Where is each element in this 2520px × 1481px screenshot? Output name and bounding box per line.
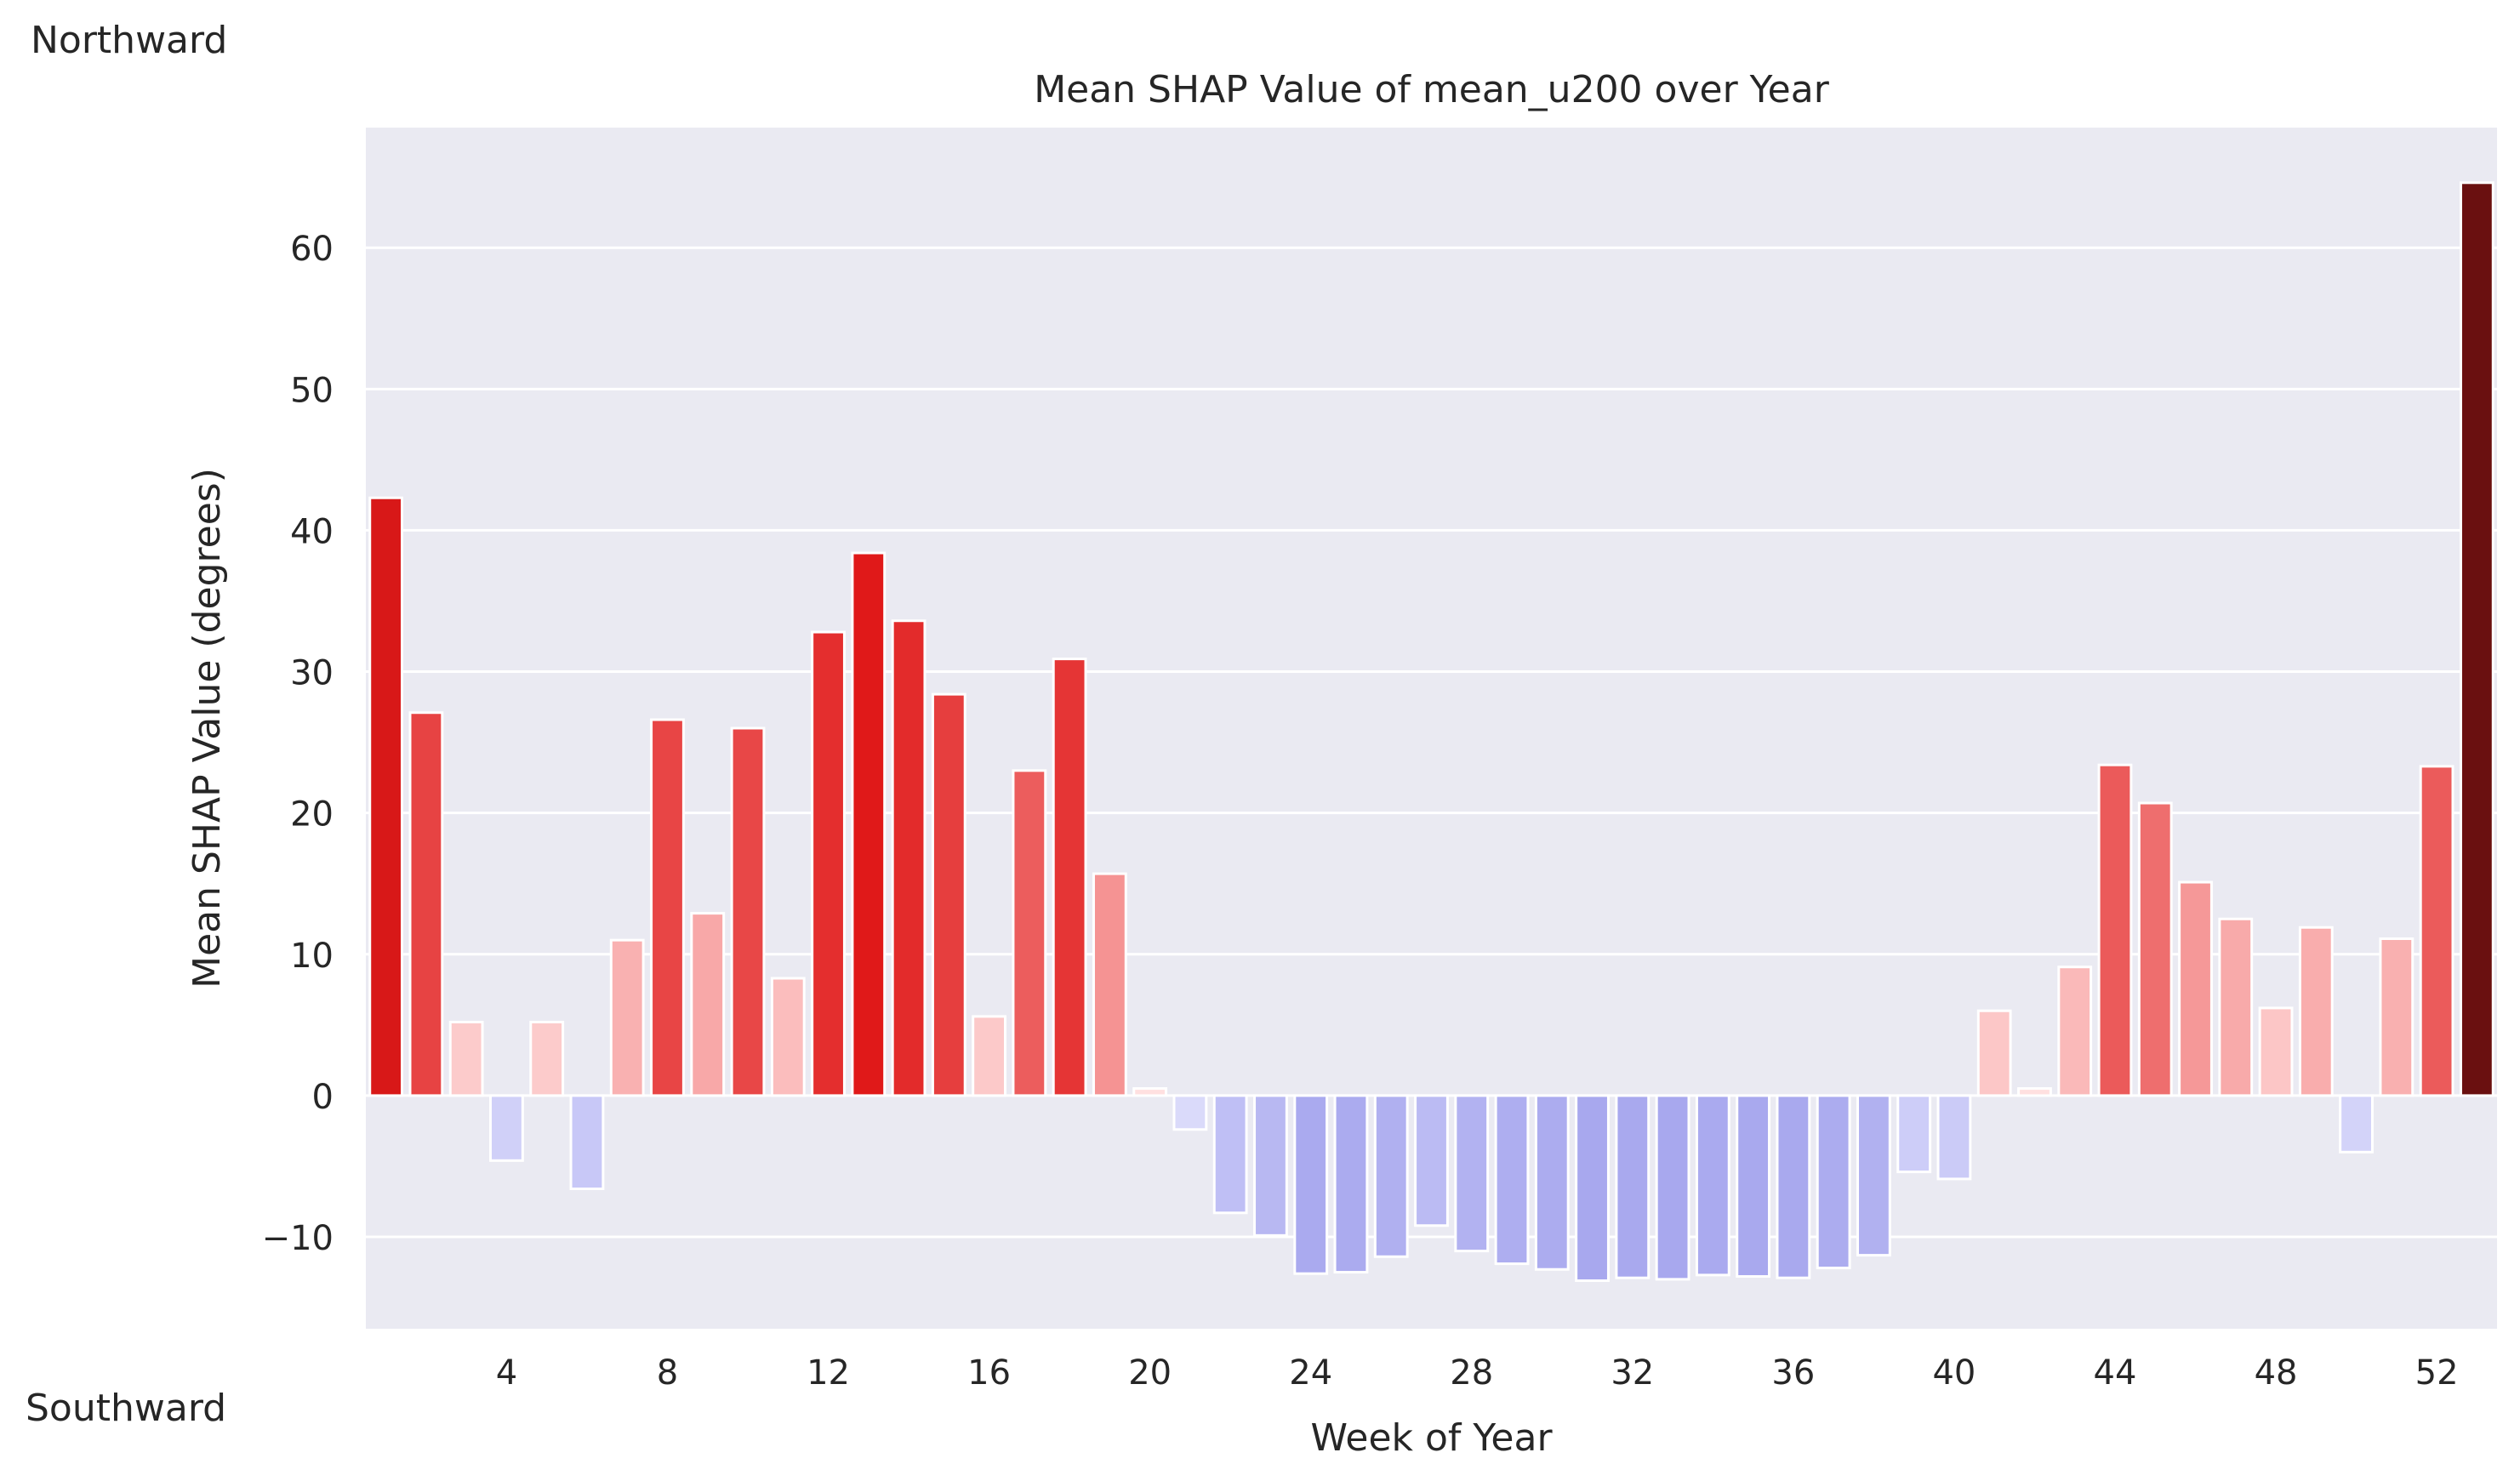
y-tick-labels: −10 0 10 20 30 40 50 60 — [262, 230, 334, 1258]
bar-week-35 — [1736, 1094, 1771, 1279]
bar-week-9 — [690, 912, 726, 1097]
bar-week-37 — [1816, 1094, 1851, 1270]
bar-week-42 — [2017, 1087, 2052, 1097]
bar-week-13 — [851, 551, 887, 1097]
bar-week-45 — [2137, 801, 2173, 1097]
bar-week-46 — [2178, 880, 2213, 1097]
bar-week-5 — [529, 1021, 565, 1097]
bar-week-1 — [368, 496, 404, 1097]
bar-week-18 — [1052, 658, 1087, 1097]
x-tick-label: 48 — [2255, 1353, 2298, 1393]
bar-week-31 — [1575, 1094, 1610, 1283]
bar-week-7 — [609, 938, 645, 1097]
bar-week-34 — [1695, 1094, 1730, 1277]
bar-week-16 — [972, 1015, 1007, 1097]
bar-week-11 — [770, 977, 806, 1097]
x-tick-label: 20 — [1128, 1353, 1172, 1393]
x-tick-label: 8 — [657, 1353, 678, 1393]
x-tick-label: 32 — [1611, 1353, 1654, 1393]
bar-week-10 — [730, 726, 766, 1097]
bar-week-43 — [2057, 965, 2093, 1097]
bar-week-47 — [2218, 917, 2254, 1097]
x-tick-label: 16 — [967, 1353, 1011, 1393]
bar-week-53 — [2459, 181, 2494, 1097]
bar-week-14 — [891, 619, 926, 1097]
bar-week-52 — [2419, 765, 2454, 1097]
bar-week-50 — [2339, 1094, 2374, 1153]
bar-week-29 — [1494, 1094, 1530, 1266]
bar-week-2 — [408, 711, 444, 1097]
bar-week-30 — [1534, 1094, 1570, 1271]
y-tick-label: 10 — [290, 937, 334, 976]
bar-week-17 — [1012, 769, 1047, 1097]
bar-week-19 — [1092, 872, 1127, 1097]
southward-label: Southward — [26, 1387, 227, 1430]
y-tick-label: 20 — [290, 795, 334, 834]
bar-week-28 — [1454, 1094, 1490, 1253]
bar-week-21 — [1172, 1094, 1208, 1131]
x-tick-label: 52 — [2415, 1353, 2459, 1393]
x-axis-label: Week of Year — [1310, 1416, 1553, 1460]
bar-week-51 — [2379, 937, 2415, 1097]
y-tick-label: −10 — [262, 1219, 334, 1258]
northward-label: Northward — [31, 19, 228, 62]
x-tick-label: 12 — [807, 1353, 850, 1393]
bar-week-3 — [448, 1021, 484, 1097]
bar-week-22 — [1212, 1094, 1248, 1215]
y-axis-label: Mean SHAP Value (degrees) — [185, 468, 229, 988]
bar-week-12 — [811, 630, 846, 1097]
x-tick-label: 40 — [1932, 1353, 1976, 1393]
bar-week-49 — [2298, 926, 2334, 1097]
bar-week-20 — [1132, 1087, 1168, 1097]
bar-week-24 — [1293, 1094, 1329, 1275]
y-tick-label: 30 — [290, 654, 334, 693]
bar-week-26 — [1373, 1094, 1409, 1258]
bar-week-15 — [931, 692, 966, 1097]
bar-week-44 — [2097, 763, 2133, 1097]
x-tick-label: 36 — [1771, 1353, 1815, 1393]
bar-week-8 — [650, 718, 685, 1097]
bar-week-38 — [1856, 1094, 1891, 1257]
y-tick-label: 50 — [290, 371, 334, 410]
bar-week-39 — [1896, 1094, 1932, 1174]
bar-week-41 — [1976, 1009, 2012, 1097]
x-tick-labels: 4 8 12 16 20 24 28 32 36 40 44 48 52 — [496, 1353, 2459, 1393]
y-tick-label: 0 — [312, 1078, 334, 1117]
bar-week-23 — [1253, 1094, 1288, 1237]
bar-week-32 — [1615, 1094, 1651, 1279]
bar-week-40 — [1936, 1094, 1972, 1181]
bar-week-36 — [1776, 1094, 1811, 1279]
bar-week-6 — [569, 1094, 605, 1191]
y-tick-label: 60 — [290, 230, 334, 269]
bar-week-48 — [2258, 1006, 2294, 1097]
x-tick-label: 4 — [496, 1353, 517, 1393]
bar-week-33 — [1655, 1094, 1690, 1281]
bar-week-27 — [1414, 1094, 1449, 1228]
x-tick-label: 24 — [1289, 1353, 1332, 1393]
chart-title: Mean SHAP Value of mean_u200 over Year — [1034, 68, 1830, 111]
x-tick-label: 44 — [2094, 1353, 2137, 1393]
y-tick-label: 40 — [290, 512, 334, 551]
bars-group — [368, 181, 2494, 1283]
bar-week-4 — [489, 1094, 524, 1162]
x-tick-label: 28 — [1450, 1353, 1493, 1393]
bar-week-25 — [1333, 1094, 1369, 1274]
